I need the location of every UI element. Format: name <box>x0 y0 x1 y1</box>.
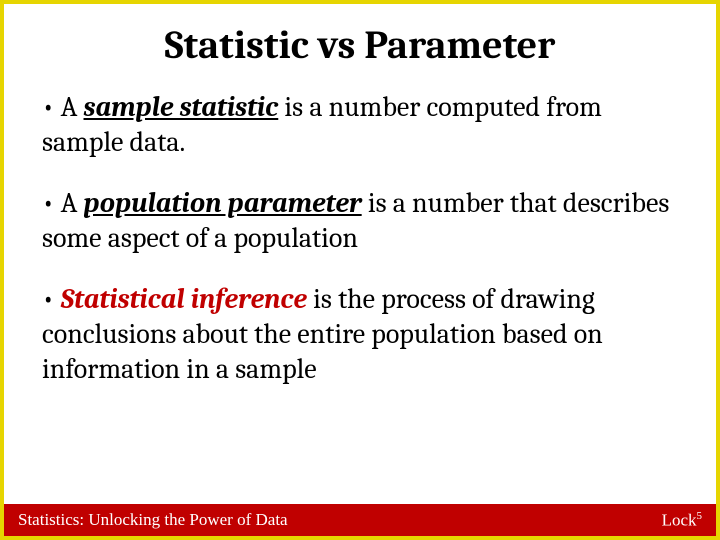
slide-container: Statistic vs Parameter • A sample statis… <box>0 0 720 540</box>
bullet-dot: • <box>42 187 61 219</box>
bullet-term-red: Statistical inference <box>61 283 307 315</box>
bullet-term: sample statistic <box>84 91 279 123</box>
footer-right-sup: 5 <box>697 510 703 522</box>
footer-bar: Statistics: Unlocking the Power of Data … <box>4 504 716 536</box>
bullet-2: • A population parameter is a number tha… <box>34 186 686 256</box>
footer-left-text: Statistics: Unlocking the Power of Data <box>18 510 288 530</box>
footer-right-base: Lock <box>662 510 697 529</box>
bullet-term: population parameter <box>84 187 362 219</box>
footer-right-text: Lock5 <box>662 510 702 531</box>
bullet-dot: • <box>42 283 61 315</box>
bullet-prefix: A <box>61 91 84 123</box>
bullet-3: • Statistical inference is the process o… <box>34 282 686 387</box>
slide-title: Statistic vs Parameter <box>34 22 686 68</box>
bullet-prefix: A <box>61 187 84 219</box>
content-area: Statistic vs Parameter • A sample statis… <box>4 4 716 504</box>
bullet-dot: • <box>42 91 61 123</box>
bullet-1: • A sample statistic is a number compute… <box>34 90 686 160</box>
